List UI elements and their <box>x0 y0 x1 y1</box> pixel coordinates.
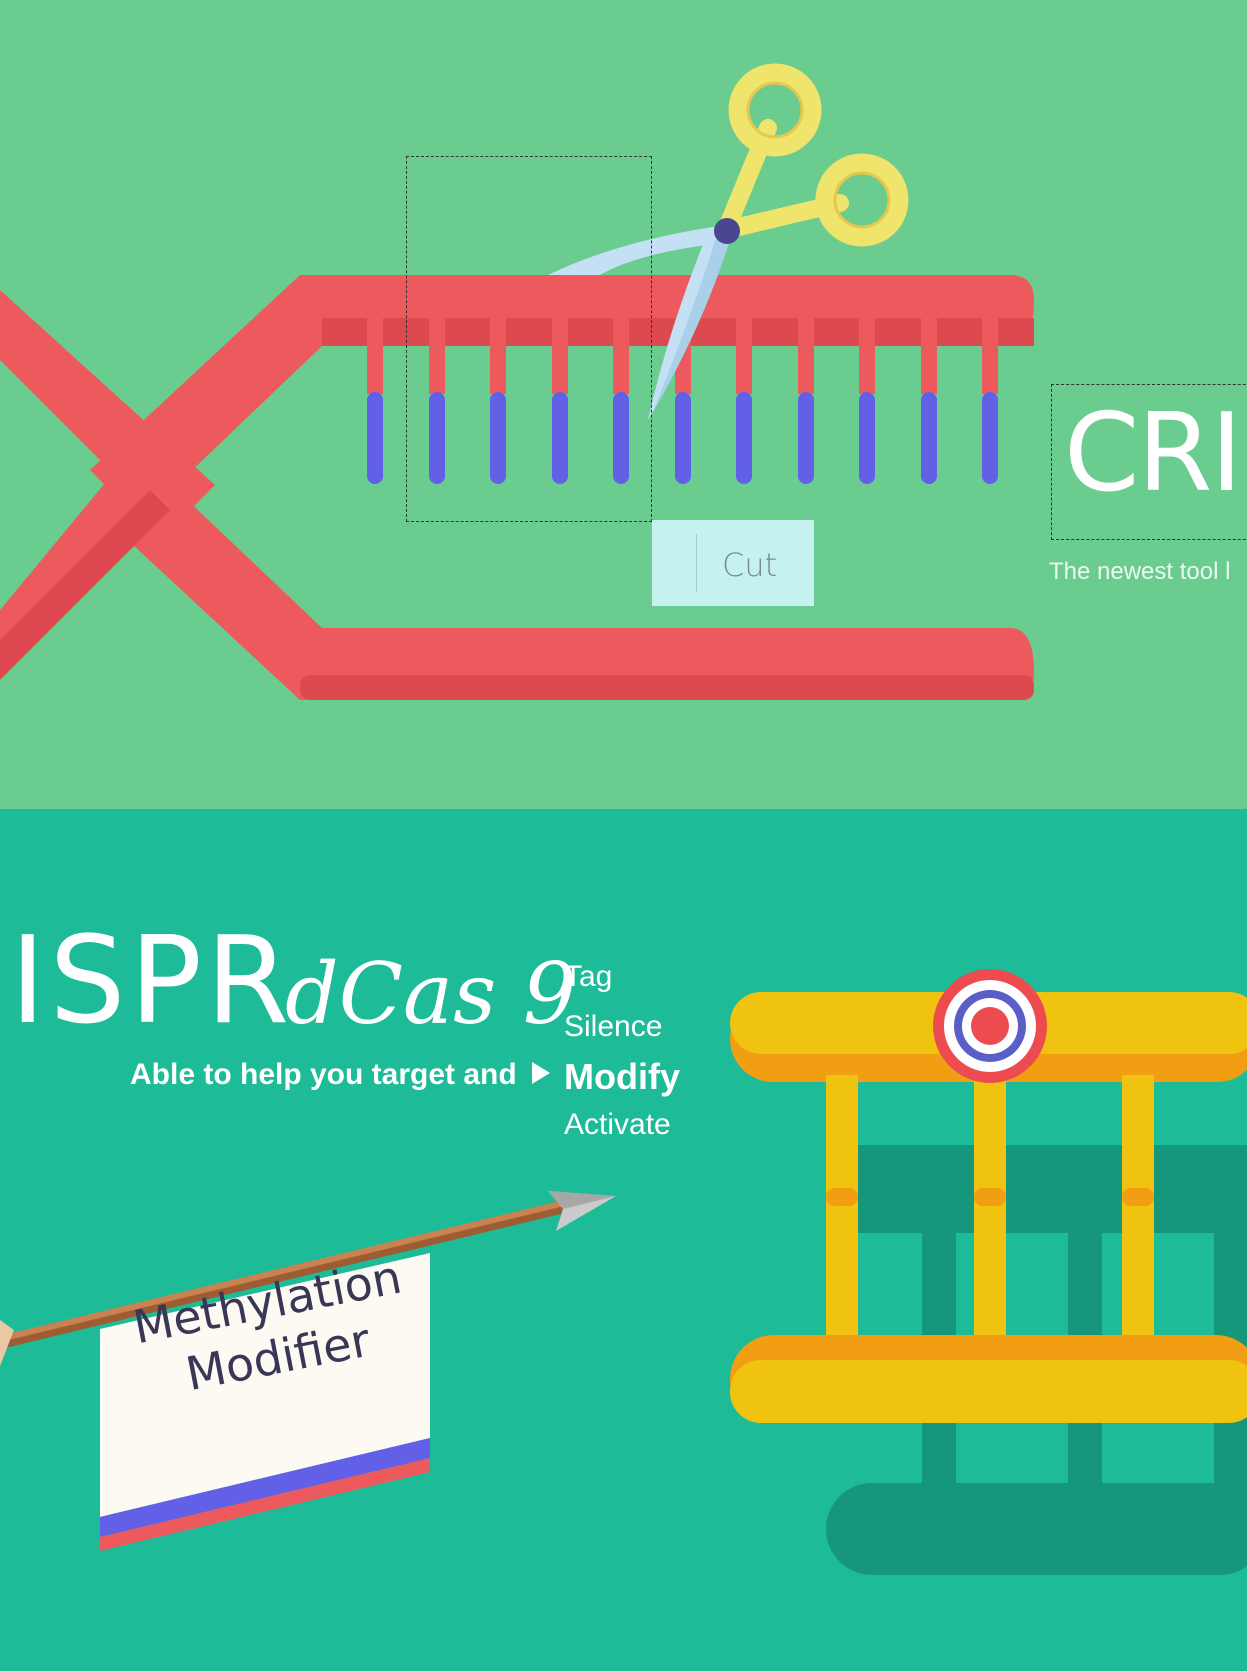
base-pair <box>429 318 445 484</box>
dna-bottom-strand <box>90 455 1034 700</box>
function-activate[interactable]: Activate <box>564 1108 671 1141</box>
base-pair <box>490 318 506 484</box>
base-pair <box>613 318 629 484</box>
dna-cross-shade <box>0 490 170 680</box>
dna-cross-arm-a <box>0 290 215 530</box>
scissors-pivot <box>714 218 740 244</box>
base-pair <box>367 318 383 484</box>
play-arrow-icon <box>532 1062 550 1084</box>
cut-label: Cut <box>722 546 778 584</box>
base-pair <box>982 318 998 484</box>
variant-title: dCas 9 <box>285 945 577 1043</box>
tagline: The newest tool l <box>1049 558 1231 585</box>
base-pair <box>859 318 875 484</box>
dna-scene <box>0 63 1034 700</box>
flag <box>100 1253 430 1551</box>
base-pair <box>798 318 814 484</box>
bullseye-icon <box>933 969 1047 1083</box>
tooltip-divider <box>696 534 697 592</box>
function-modify[interactable]: Modify <box>564 1056 680 1097</box>
function-tag[interactable]: Tag <box>564 960 613 993</box>
cut-tooltip[interactable]: Cut <box>652 520 814 606</box>
title-fragment-bottom: ISPR <box>10 912 294 1051</box>
subline: Able to help you target and <box>130 1058 517 1091</box>
arrow-icon <box>0 1191 616 1366</box>
base-pair <box>736 318 752 484</box>
dna-bottom-strand-shade <box>300 675 1034 700</box>
dna-base-pairs <box>367 318 998 484</box>
base-pair <box>552 318 568 484</box>
title-fragment-top: CRI <box>1064 391 1242 516</box>
title-selection-box[interactable] <box>1051 384 1247 540</box>
base-pair <box>921 318 937 484</box>
cut-selection-box[interactable] <box>406 156 652 522</box>
scissors-icon <box>548 63 909 420</box>
function-silence[interactable]: Silence <box>564 1010 663 1043</box>
